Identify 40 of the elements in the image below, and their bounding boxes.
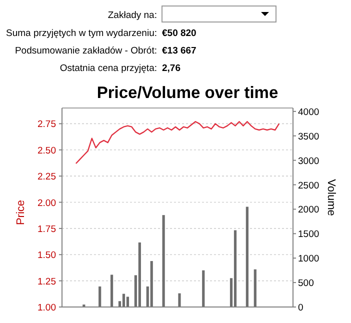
y-tick-label: 1.75 [38, 224, 56, 235]
y-tick-label: 1.00 [38, 302, 56, 314]
y-tick-label: 2.00 [38, 198, 56, 209]
text: Suma przyjętych w tym wydarzeniu: [6, 28, 157, 39]
bar [162, 215, 165, 307]
y-tick-label: 1.25 [38, 276, 56, 288]
bar [122, 294, 126, 307]
bar [110, 274, 114, 307]
bar [246, 206, 248, 307]
y2-tick-label: 4000 [298, 106, 320, 118]
chart-title: Price/Volume over time [96, 84, 278, 102]
text: 2,76 [162, 63, 180, 74]
bar [254, 269, 256, 307]
y-tick-label: 2.25 [38, 172, 56, 183]
text: €50 820 [162, 28, 196, 39]
text: Zakłady na: [108, 10, 157, 21]
y2-tick-label: 3500 [298, 131, 320, 142]
y-tick-label: 1.50 [38, 250, 56, 262]
y2-tick-label: 1000 [298, 254, 320, 265]
text: Podsumowanie zakładów - Obrót: [14, 46, 157, 56]
bar [202, 270, 205, 307]
text: Ostatnia cena przyjęta: [60, 63, 157, 74]
bar [178, 293, 181, 307]
line-series [75, 121, 280, 164]
y-tick-label: 2.50 [38, 145, 56, 156]
bar [98, 286, 102, 307]
y2-tick-label: 2000 [298, 204, 320, 216]
bar [234, 230, 237, 307]
y2-tick-label: 3000 [298, 156, 320, 167]
y2-axis-title: Volume [325, 179, 337, 216]
y-axis-title: Price [15, 200, 27, 226]
y2-tick-label: 500 [298, 278, 314, 290]
y2-tick-label: 2500 [298, 180, 320, 192]
bar [138, 242, 141, 307]
y2-tick-label: 1500 [298, 229, 320, 240]
text: €13 667 [162, 46, 196, 56]
y-tick-label: 2.75 [38, 119, 56, 130]
y2-tick-label: 0 [298, 302, 304, 314]
bar [126, 296, 130, 307]
bar [150, 261, 153, 307]
